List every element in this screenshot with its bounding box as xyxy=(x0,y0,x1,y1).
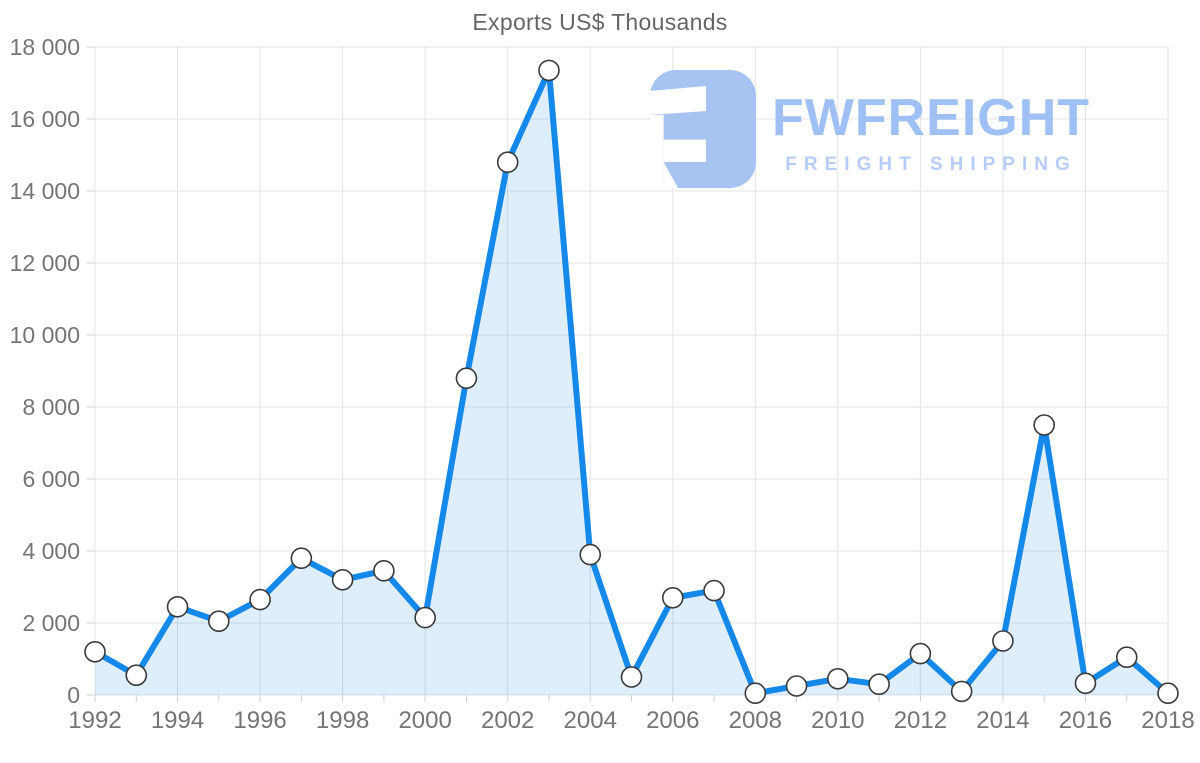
x-tick-label: 1996 xyxy=(233,707,286,734)
data-point-2005[interactable] xyxy=(620,666,643,688)
x-tick-label: 2012 xyxy=(894,707,947,734)
y-tick-label: 4 000 xyxy=(22,538,80,564)
y-tick-label: 10 000 xyxy=(10,322,80,348)
data-point-2008[interactable] xyxy=(744,682,767,705)
data-point-2017[interactable] xyxy=(1115,646,1138,669)
x-tick-label: 1998 xyxy=(316,707,369,734)
y-tick-label: 12 000 xyxy=(10,250,80,276)
data-point-2007[interactable] xyxy=(703,579,725,602)
data-point-1997[interactable] xyxy=(290,547,313,570)
data-point-1995[interactable] xyxy=(208,610,230,633)
x-tick-label: 2006 xyxy=(646,707,699,734)
data-point-1994[interactable] xyxy=(166,595,189,618)
x-tick-label: 2004 xyxy=(564,707,617,734)
x-tick-label: 2000 xyxy=(398,707,451,734)
data-point-2001[interactable] xyxy=(455,367,478,390)
data-point-2016[interactable] xyxy=(1074,672,1097,695)
data-point-2009[interactable] xyxy=(785,675,808,697)
y-tick-label: 18 000 xyxy=(10,34,80,60)
data-point-2018[interactable] xyxy=(1157,682,1179,705)
data-point-2014[interactable] xyxy=(992,630,1014,652)
data-point-2000[interactable] xyxy=(414,606,436,629)
data-point-2004[interactable] xyxy=(579,543,602,566)
y-tick-label: 2 000 xyxy=(22,610,80,636)
x-tick-label: 2018 xyxy=(1141,707,1194,734)
chart-title: Exports US$ Thousands xyxy=(472,9,728,35)
x-tick-label: 2002 xyxy=(481,707,534,734)
data-point-2013[interactable] xyxy=(950,680,973,703)
data-point-1992[interactable] xyxy=(84,640,106,663)
data-point-2006[interactable] xyxy=(661,586,684,609)
x-tick-label: 2008 xyxy=(729,707,782,734)
area-fill xyxy=(95,70,1168,695)
data-point-1993[interactable] xyxy=(125,664,148,687)
y-tick-label: 16 000 xyxy=(10,106,80,132)
data-point-2003[interactable] xyxy=(538,59,560,82)
y-tick-label: 8 000 xyxy=(22,394,80,420)
x-tick-label: 1992 xyxy=(68,707,121,734)
x-tick-label: 1994 xyxy=(151,707,204,734)
data-point-1998[interactable] xyxy=(331,568,354,591)
data-point-2015[interactable] xyxy=(1033,414,1055,436)
x-tick-label: 2016 xyxy=(1059,707,1112,734)
data-point-2012[interactable] xyxy=(909,642,932,665)
x-tick-label: 2010 xyxy=(811,707,864,734)
y-tick-label: 14 000 xyxy=(10,178,80,204)
data-point-1999[interactable] xyxy=(373,559,395,582)
data-point-1996[interactable] xyxy=(249,588,271,611)
data-point-2010[interactable] xyxy=(827,667,849,690)
data-point-2002[interactable] xyxy=(496,151,519,173)
y-tick-label: 0 xyxy=(67,682,80,708)
y-tick-label: 6 000 xyxy=(22,466,80,492)
data-point-2011[interactable] xyxy=(868,673,890,696)
x-tick-label: 2014 xyxy=(976,707,1029,734)
